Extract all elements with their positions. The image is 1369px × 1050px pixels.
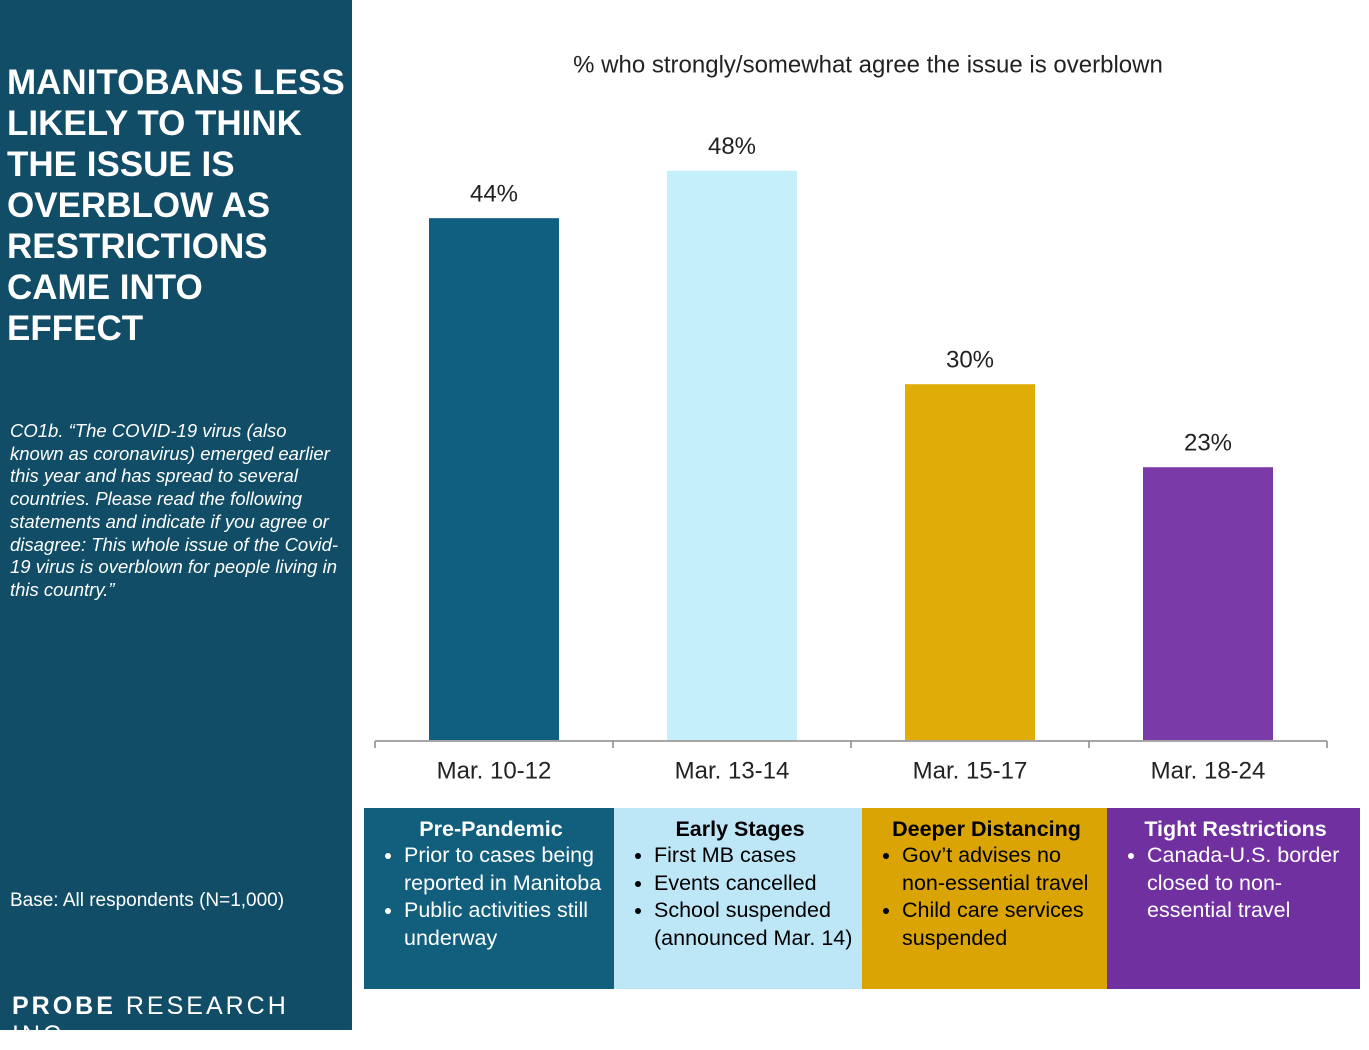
value-label: 30% [946, 347, 994, 374]
x-tick-label: Mar. 18-24 [1151, 757, 1266, 784]
question-text: CO1b. “The COVID-19 virus (also known as… [10, 420, 339, 600]
phase-bullet: Canada-U.S. border closed to non-essenti… [1147, 842, 1354, 925]
phase-bullet: First MB cases [654, 842, 856, 870]
phase-bullets: Canada-U.S. border closed to non-essenti… [1117, 842, 1354, 925]
value-label: 23% [1184, 430, 1232, 457]
phase-bullet: Prior to cases being reported in Manitob… [404, 842, 608, 897]
phase-box: Deeper DistancingGov’t advises no non-es… [862, 808, 1107, 989]
phase-bullet: Events cancelled [654, 870, 856, 898]
x-tick-label: Mar. 13-14 [675, 757, 790, 784]
phase-bullet: Gov’t advises no non-essential travel [902, 842, 1101, 897]
phase-box: Early StagesFirst MB casesEvents cancell… [614, 808, 862, 989]
phase-box: Pre-PandemicPrior to cases being reporte… [364, 808, 614, 989]
phase-title: Pre-Pandemic [419, 817, 563, 841]
bar [429, 218, 559, 740]
phase-box: Tight RestrictionsCanada-U.S. border clo… [1107, 808, 1360, 989]
phase-title: Early Stages [675, 817, 805, 841]
phase-title: Deeper Distancing [892, 817, 1081, 841]
value-label: 44% [470, 181, 518, 208]
chart-title: % who strongly/somewhat agree the issue … [573, 51, 1163, 78]
phase-bullets: Prior to cases being reported in Manitob… [374, 842, 608, 952]
phase-bullet: School suspended (announced Mar. 14) [654, 897, 856, 952]
phase-bullet: Child care services suspended [902, 897, 1101, 952]
phase-bullets: Gov’t advises no non-essential travelChi… [872, 842, 1101, 952]
bar [1143, 467, 1273, 740]
phase-bullets: First MB casesEvents cancelledSchool sus… [624, 842, 856, 952]
value-label: 48% [708, 133, 756, 160]
slide-title: MANITOBANS LESS LIKELY TO THINK THE ISSU… [7, 63, 345, 348]
phase-bullet: Public activities still underway [404, 897, 608, 952]
x-tick-label: Mar. 15-17 [913, 757, 1028, 784]
sidebar: MANITOBANS LESS LIKELY TO THINK THE ISSU… [0, 0, 352, 1049]
phase-title: Tight Restrictions [1144, 817, 1327, 841]
logo-bold: PROBE [12, 992, 116, 1020]
base-note: Base: All respondents (N=1,000) [10, 890, 285, 911]
bar [667, 170, 797, 741]
x-tick-label: Mar. 10-12 [437, 757, 552, 784]
bar [905, 384, 1035, 740]
